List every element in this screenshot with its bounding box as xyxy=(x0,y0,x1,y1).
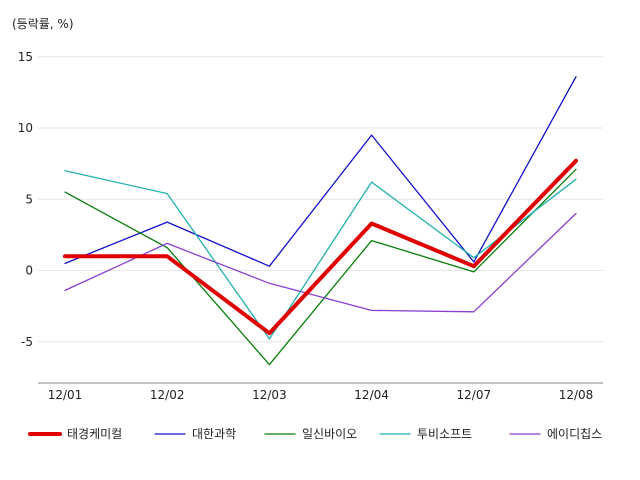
x-tick-label: 12/04 xyxy=(354,388,389,402)
series-line xyxy=(64,170,577,340)
x-tick-label: 12/07 xyxy=(457,388,492,402)
series-line xyxy=(64,212,577,313)
series-line xyxy=(63,158,578,336)
y-unit-label: (등락률, %) xyxy=(12,17,74,31)
y-tick-label: 10 xyxy=(18,121,33,135)
y-tick-label: 5 xyxy=(25,192,33,206)
legend-label: 일신바이오 xyxy=(302,427,357,441)
y-tick-label: -5 xyxy=(21,335,33,349)
x-tick-label: 12/02 xyxy=(150,388,185,402)
x-tick-label: 12/08 xyxy=(559,388,594,402)
series-line xyxy=(64,76,577,267)
x-tick-label: 12/03 xyxy=(252,388,287,402)
y-tick-label: 15 xyxy=(18,50,33,64)
legend-label: 에이디칩스 xyxy=(547,427,602,441)
legend-label: 투비소프트 xyxy=(417,427,472,441)
legend-label: 대한과학 xyxy=(192,427,236,441)
y-tick-label: 0 xyxy=(25,264,33,278)
legend-label: 태경케미컬 xyxy=(67,427,122,441)
x-tick-label: 12/01 xyxy=(48,388,83,402)
series-line xyxy=(64,168,577,366)
